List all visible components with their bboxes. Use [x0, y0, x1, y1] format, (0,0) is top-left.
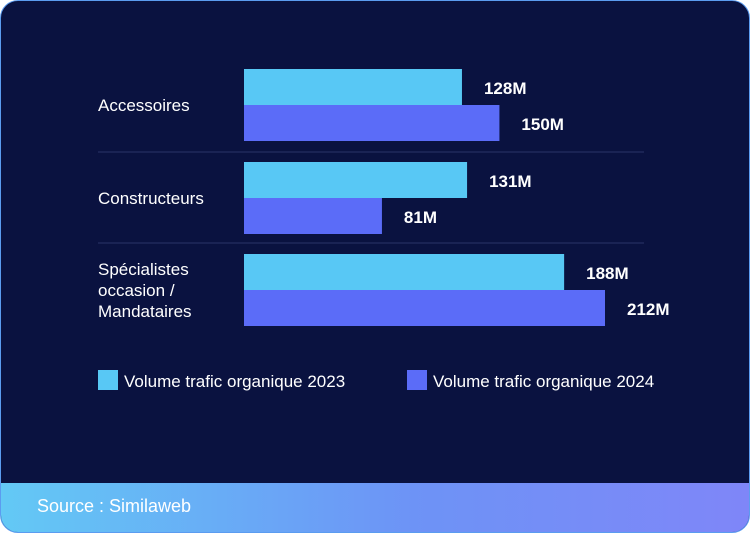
bar-1-3 — [244, 254, 565, 290]
data-label-2-3: 212M — [627, 300, 670, 319]
legend-swatch-2 — [407, 370, 427, 390]
bar-chart: 128M 150M Accessoires 131M 81M Constructeurs 1… — [98, 69, 670, 391]
source-label: Source : Similaweb — [37, 496, 192, 516]
category-label-3-line-2: occasion / — [98, 281, 175, 300]
category-label-1: Accessoires — [98, 96, 190, 115]
bar-1-1 — [244, 69, 462, 105]
bar-2-2 — [244, 198, 382, 234]
bar-2-3 — [244, 290, 605, 326]
data-label-1-2: 131M — [489, 172, 532, 191]
data-label-1-3: 188M — [586, 264, 629, 283]
data-label-2-2: 81M — [404, 208, 437, 227]
data-label-2-1: 150M — [521, 115, 564, 134]
bar-1-2 — [244, 162, 468, 198]
source-footer: Source : Similaweb — [1, 483, 749, 532]
category-label-3-line-1: Spécialistes — [98, 260, 189, 279]
data-label-1-1: 128M — [484, 79, 527, 98]
category-label-3-line-3: Mandataires — [98, 302, 192, 321]
legend-label-1: Volume trafic organique 2023 — [124, 372, 345, 391]
category-label-2: Constructeurs — [98, 189, 204, 208]
legend-swatch-1 — [98, 370, 118, 390]
bar-2-1 — [244, 105, 500, 141]
legend-label-2: Volume trafic organique 2024 — [433, 372, 654, 391]
